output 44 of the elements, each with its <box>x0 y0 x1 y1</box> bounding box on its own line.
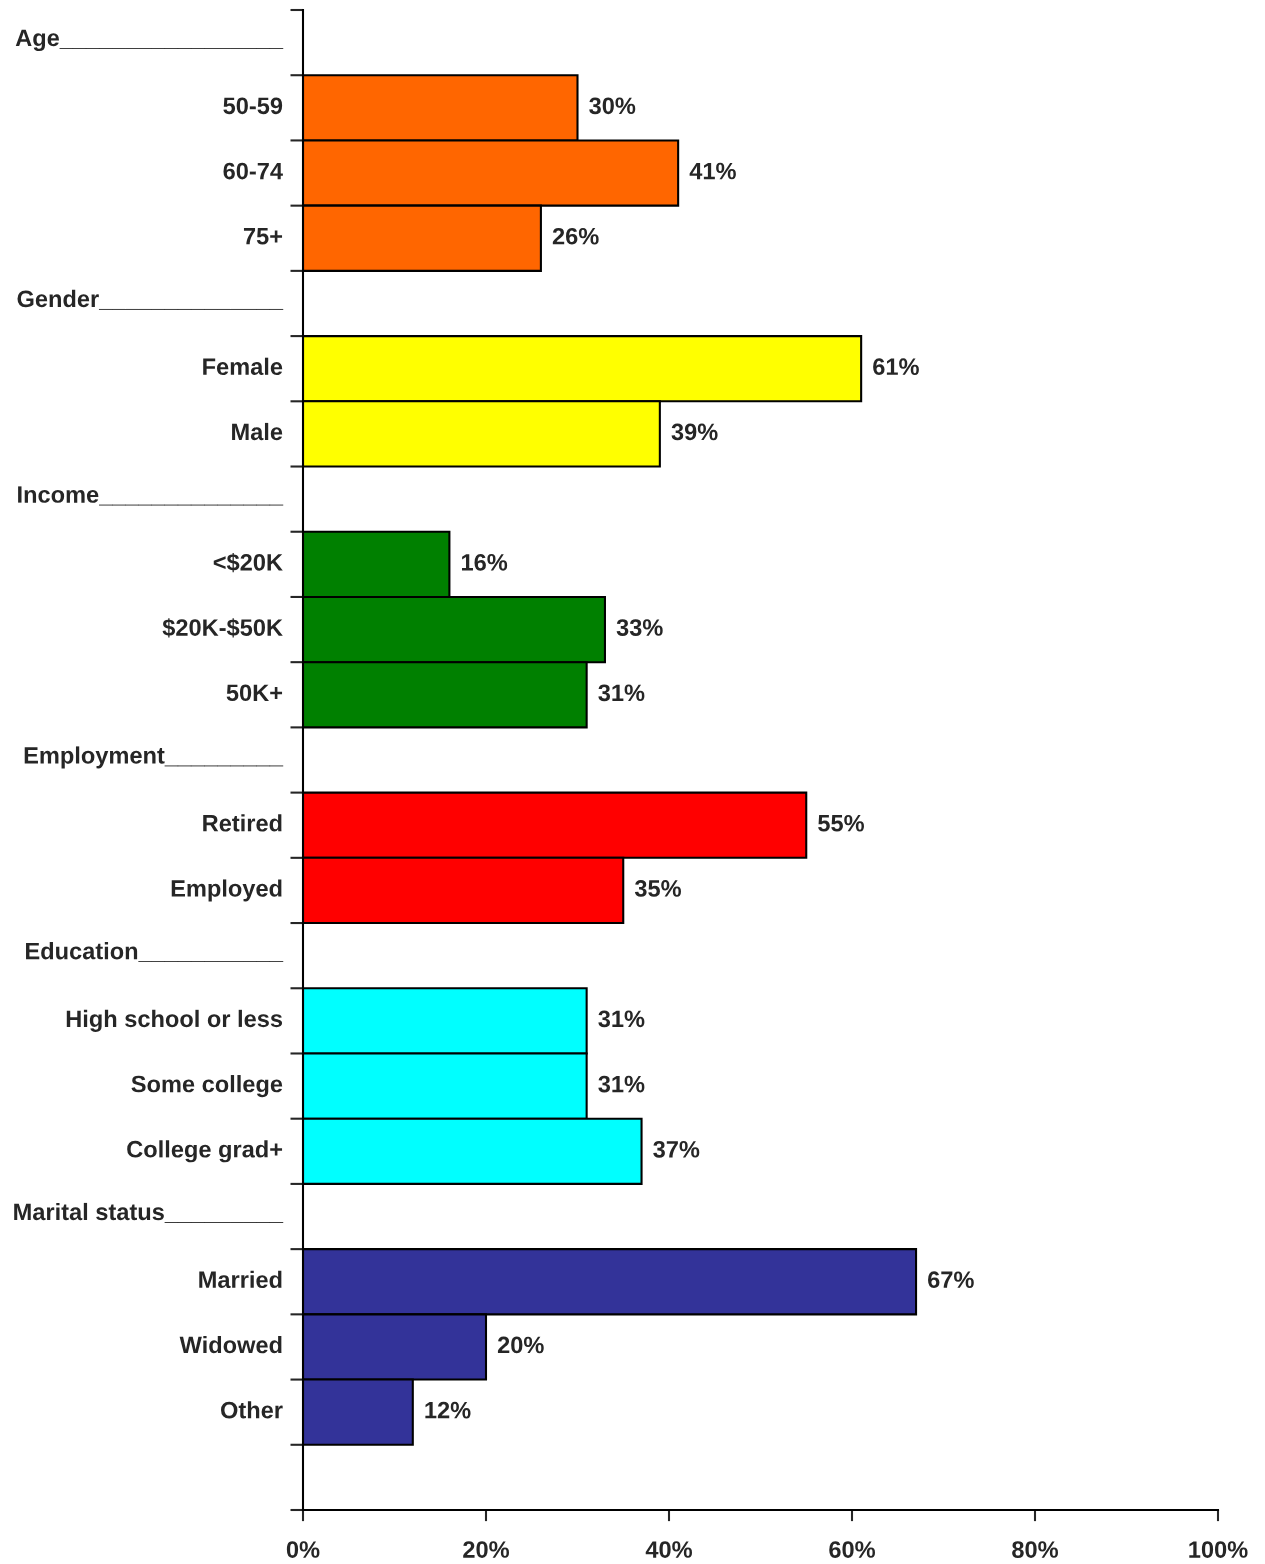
data-label: 37% <box>653 1140 700 1158</box>
y-tick-label: High school or less <box>66 1009 283 1032</box>
y-tick-label: Some college <box>131 1075 283 1098</box>
y-tick-label: $20K-$50K <box>162 618 283 638</box>
y-tick-label: Widowed <box>179 1335 282 1354</box>
data-label: 31% <box>598 1075 645 1093</box>
data-label: 31% <box>598 1010 645 1028</box>
y-tick-label: Male <box>232 422 283 441</box>
y-tick-label: Gender______________ <box>17 289 284 310</box>
y-tick-label: Age_________________ <box>15 29 284 52</box>
x-tick-label: 60% <box>829 1541 876 1558</box>
data-label: 61% <box>873 358 919 376</box>
y-tick-label: 60-74 <box>223 162 283 180</box>
x-tick-label: 20% <box>463 1541 510 1558</box>
y-tick-label: Married <box>199 1270 282 1289</box>
data-label: 41% <box>689 162 736 180</box>
y-tick-label: 75+ <box>243 228 283 245</box>
data-label: 39% <box>671 423 718 441</box>
y-tick-label: Retired <box>203 814 282 832</box>
data-label: 12% <box>425 1401 471 1419</box>
x-tick-label: 80% <box>1012 1541 1059 1558</box>
data-label: 67% <box>928 1271 974 1289</box>
y-tick-label: 50-59 <box>223 97 283 115</box>
y-tick-label: Other <box>221 1401 283 1419</box>
data-label: 33% <box>616 619 663 636</box>
y-tick-label: Income______________ <box>18 486 284 506</box>
data-label: 30% <box>589 97 636 115</box>
x-tick-label: 0% <box>286 1541 320 1558</box>
y-tick-label: Employment_________ <box>24 746 284 769</box>
data-label: 26% <box>552 227 599 245</box>
y-tick-label: <$20K <box>213 552 283 573</box>
y-tick-label: Employed <box>171 879 282 902</box>
y-tick-label: 50K+ <box>226 684 283 702</box>
x-tick-label: 100% <box>1189 1541 1248 1558</box>
x-tick-label: 40% <box>645 1541 693 1558</box>
y-tick-label: College grad+ <box>127 1140 283 1163</box>
data-label: 55% <box>818 814 864 832</box>
y-tick-label: Marital status_________ <box>14 1202 284 1223</box>
y-tick-label: Female <box>203 357 283 376</box>
data-label: 16% <box>462 553 508 571</box>
data-label: 20% <box>497 1336 544 1354</box>
data-label: 35% <box>634 880 681 897</box>
data-label: 31% <box>598 684 645 702</box>
y-tick-label: Education___________ <box>26 942 284 963</box>
